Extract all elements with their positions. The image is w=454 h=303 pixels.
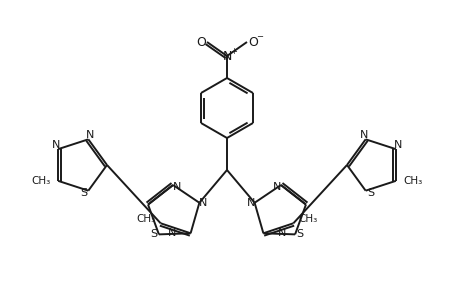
Text: N: N: [394, 140, 402, 150]
Text: N: N: [360, 130, 368, 140]
Text: N: N: [222, 49, 232, 62]
Text: N: N: [273, 182, 281, 192]
Text: N: N: [278, 228, 286, 238]
Text: N: N: [86, 130, 94, 140]
Text: S: S: [296, 229, 304, 239]
Text: CH₃: CH₃: [136, 214, 156, 224]
Text: O: O: [248, 35, 258, 48]
Text: CH₃: CH₃: [31, 176, 50, 186]
Text: N: N: [168, 228, 176, 238]
Text: N: N: [199, 198, 207, 208]
Text: +: +: [231, 46, 237, 55]
Text: O: O: [196, 35, 206, 48]
Text: CH₃: CH₃: [404, 176, 423, 186]
Text: N: N: [247, 198, 255, 208]
Text: S: S: [80, 188, 87, 198]
Text: −: −: [257, 32, 263, 42]
Text: N: N: [173, 182, 181, 192]
Text: CH₃: CH₃: [298, 214, 318, 224]
Text: S: S: [150, 229, 158, 239]
Text: N: N: [52, 140, 60, 150]
Text: S: S: [367, 188, 374, 198]
